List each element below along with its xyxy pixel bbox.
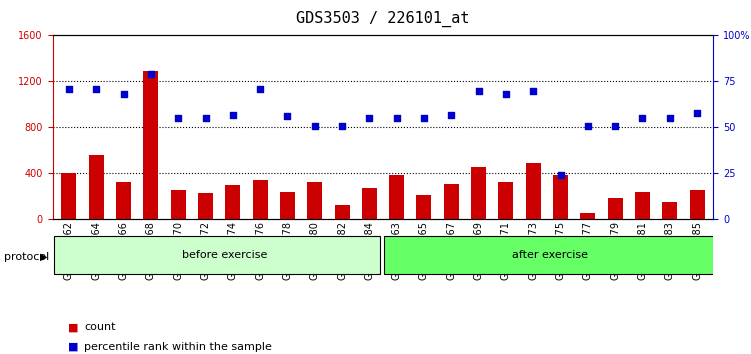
Text: ▶: ▶	[40, 252, 47, 262]
Bar	[62, 173, 77, 219]
Point	[527, 88, 539, 93]
Text: ■: ■	[68, 342, 78, 352]
Bar	[252, 181, 267, 219]
Point	[90, 86, 102, 92]
Point	[472, 88, 484, 93]
Bar	[54, 236, 380, 274]
Bar	[280, 192, 295, 219]
Bar	[334, 205, 349, 219]
Point	[309, 123, 321, 129]
Point	[172, 115, 184, 121]
Point	[636, 115, 648, 121]
Bar	[471, 166, 486, 219]
Bar	[444, 184, 459, 219]
Point	[609, 123, 621, 129]
Bar	[526, 163, 541, 219]
Point	[418, 115, 430, 121]
Point	[664, 115, 676, 121]
Bar	[635, 192, 650, 219]
Bar	[225, 185, 240, 219]
Point	[254, 86, 266, 92]
Bar	[116, 182, 131, 219]
Bar	[553, 175, 568, 219]
Point	[445, 112, 457, 118]
Bar	[385, 236, 716, 274]
Point	[391, 115, 403, 121]
Point	[145, 71, 157, 77]
Text: protocol: protocol	[4, 252, 49, 262]
Bar	[307, 182, 322, 219]
Bar	[362, 188, 377, 219]
Point	[63, 86, 75, 92]
Text: GDS3503 / 226101_at: GDS3503 / 226101_at	[297, 11, 469, 27]
Bar	[581, 213, 596, 219]
Bar	[689, 189, 704, 219]
Point	[582, 123, 594, 129]
Point	[336, 123, 348, 129]
Bar	[662, 202, 677, 219]
Bar	[143, 71, 158, 219]
Point	[554, 172, 566, 178]
Point	[200, 115, 212, 121]
Point	[363, 115, 376, 121]
Bar	[608, 198, 623, 219]
Text: percentile rank within the sample: percentile rank within the sample	[84, 342, 272, 352]
Bar	[170, 189, 185, 219]
Bar	[389, 175, 404, 219]
Point	[282, 114, 294, 119]
Text: before exercise: before exercise	[182, 250, 267, 260]
Bar	[198, 193, 213, 219]
Bar	[89, 155, 104, 219]
Bar	[499, 182, 514, 219]
Text: ■: ■	[68, 322, 78, 332]
Text: after exercise: after exercise	[511, 250, 587, 260]
Point	[118, 91, 130, 97]
Point	[691, 110, 703, 115]
Point	[227, 112, 239, 118]
Point	[500, 91, 512, 97]
Text: count: count	[84, 322, 116, 332]
Bar	[417, 195, 432, 219]
